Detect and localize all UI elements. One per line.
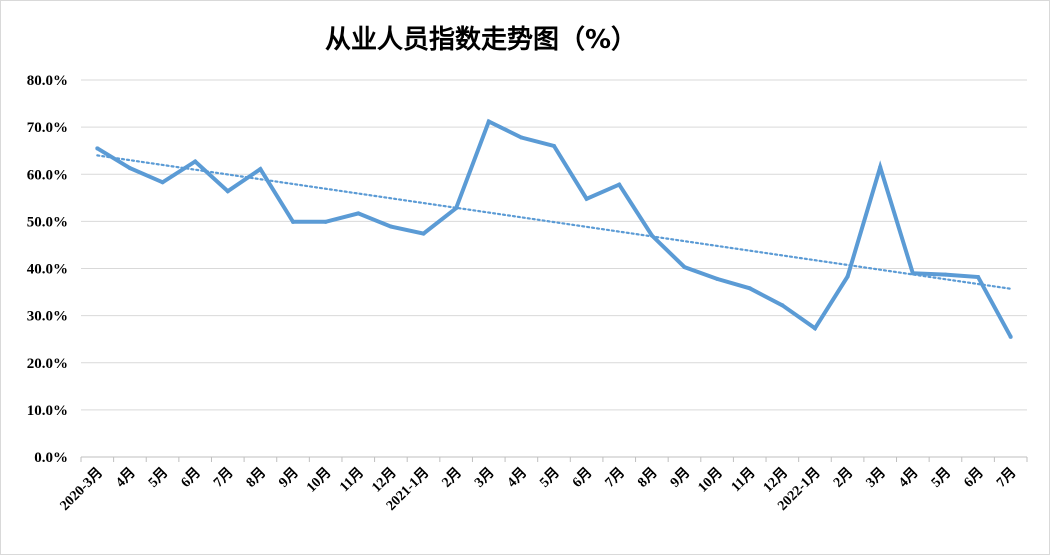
x-tick-label: 11月 <box>337 465 368 496</box>
x-tick-label: 4月 <box>895 465 921 491</box>
trendline-layer <box>96 154 1012 290</box>
data-point <box>878 165 883 170</box>
y-tick-label: 20.0% <box>27 356 68 372</box>
x-tick-label: 7月 <box>993 465 1019 491</box>
x-tick-label: 8月 <box>243 465 269 491</box>
data-point <box>649 233 654 238</box>
data-point <box>160 180 165 185</box>
x-tick-label: 3月 <box>863 465 889 491</box>
data-point <box>910 271 915 276</box>
x-tick-label: 4月 <box>504 465 530 491</box>
data-point <box>552 143 556 148</box>
x-tick-label: 6月 <box>961 465 987 491</box>
x-tick-label: 4月 <box>113 465 139 491</box>
x-tick-label: 6月 <box>178 465 204 491</box>
x-tick-label: 7月 <box>210 465 236 491</box>
data-point <box>95 146 100 151</box>
y-tick-label: 70.0% <box>27 120 68 136</box>
y-tick-label: 10.0% <box>27 403 68 419</box>
series-line <box>96 118 1013 338</box>
x-tick-label: 5月 <box>145 465 171 491</box>
data-point <box>454 206 459 211</box>
data-point <box>519 135 524 140</box>
data-point <box>682 265 687 270</box>
grid-layer <box>81 79 1027 458</box>
y-tick-label: 40.0% <box>27 262 68 278</box>
data-point <box>291 219 296 224</box>
x-tick-label: 8月 <box>635 465 661 491</box>
y-tick-label: 30.0% <box>27 309 68 325</box>
x-tick-label: 9月 <box>667 465 693 491</box>
data-point <box>617 182 622 187</box>
x-tick-label: 2月 <box>830 465 856 491</box>
data-point <box>747 286 752 291</box>
x-tick-label: 2月 <box>439 465 465 491</box>
data-point <box>943 272 948 277</box>
data-point <box>584 196 589 201</box>
data-point <box>780 303 785 308</box>
data-point <box>193 159 198 164</box>
data-point <box>127 166 132 171</box>
data-point <box>388 224 393 229</box>
trendline <box>96 154 1012 290</box>
data-point <box>421 231 426 236</box>
series-layer <box>95 118 1013 339</box>
y-tick-labels: 0.0% 10.0% 20.0% 30.0% 40.0% 50.0% 60.0% 70.0% 8… <box>27 73 68 466</box>
x-tick-label: 2020-3月 <box>57 465 106 514</box>
x-tick-label: 5月 <box>928 465 954 491</box>
x-tick-label: 10月 <box>303 465 334 496</box>
y-tick-label: 80.0% <box>27 73 68 89</box>
x-tick-label: 11月 <box>728 465 759 496</box>
y-tick-label: 50.0% <box>27 214 68 230</box>
y-tick-label: 60.0% <box>27 167 68 183</box>
chart-title: 从业人员指数走势图（%） <box>324 25 638 55</box>
data-point <box>486 119 491 124</box>
data-point <box>225 189 230 194</box>
y-tick-label: 0.0% <box>34 450 68 466</box>
x-tick-label: 7月 <box>602 465 628 491</box>
x-tick-label: 10月 <box>695 465 726 496</box>
data-point <box>715 276 720 281</box>
data-point <box>258 167 263 172</box>
data-point <box>976 274 981 279</box>
x-tick-label: 3月 <box>471 465 497 491</box>
data-point <box>356 211 361 216</box>
data-point <box>323 219 328 224</box>
data-point <box>1008 334 1013 339</box>
x-tick-label: 9月 <box>276 465 302 491</box>
x-tick-label: 6月 <box>569 465 595 491</box>
x-tick-label: 5月 <box>537 465 563 491</box>
data-point <box>845 274 850 279</box>
data-point <box>812 326 817 331</box>
